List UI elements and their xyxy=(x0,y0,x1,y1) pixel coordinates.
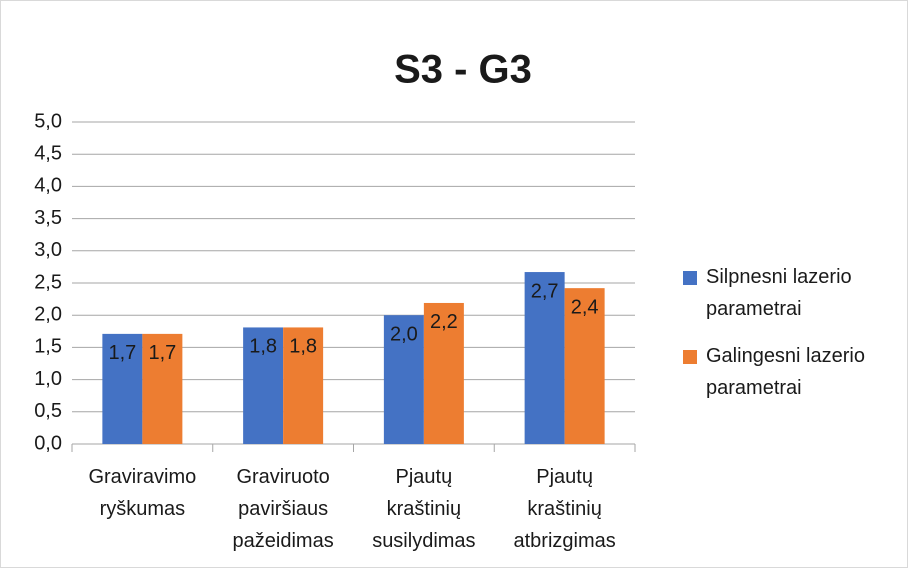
data-label: 2,0 xyxy=(390,323,418,345)
y-tick-label: 2,5 xyxy=(34,271,62,293)
data-label: 2,7 xyxy=(531,280,559,302)
y-tick-label: 3,5 xyxy=(34,207,62,229)
y-tick-label: 1,0 xyxy=(34,368,62,390)
data-label: 1,7 xyxy=(148,342,176,364)
x-tick-label: Graviruoto paviršiaus pažeidimas xyxy=(233,466,334,552)
legend-swatch xyxy=(683,271,697,285)
bar xyxy=(524,272,565,444)
y-tick-label: 0,5 xyxy=(34,400,62,422)
legend-label: Silpnesni lazerio parametrai xyxy=(706,266,852,320)
bar xyxy=(423,302,464,444)
bar xyxy=(142,333,183,444)
y-tick-label: 5,0 xyxy=(34,110,62,132)
data-label: 1,8 xyxy=(249,336,277,358)
y-tick-label: 3,0 xyxy=(34,239,62,261)
bar xyxy=(283,327,324,444)
bar xyxy=(383,315,424,444)
data-label: 1,7 xyxy=(108,342,136,364)
x-tick-label: Graviravimo ryškumas xyxy=(88,466,196,520)
data-label: 2,4 xyxy=(571,296,599,318)
bar xyxy=(243,327,284,444)
y-tick-label: 1,5 xyxy=(34,336,62,358)
bar xyxy=(564,288,605,444)
chart-title: S3 - G3 xyxy=(394,48,532,92)
y-tick-label: 4,0 xyxy=(34,175,62,197)
data-label: 1,8 xyxy=(289,336,317,358)
data-label: 2,2 xyxy=(430,311,458,333)
x-tick-label: Pjautų kraštinių susilydimas xyxy=(372,466,475,552)
y-tick-label: 4,5 xyxy=(34,142,62,164)
legend-label: Galingesni lazerio parametrai xyxy=(706,345,865,399)
y-tick-label: 2,0 xyxy=(34,303,62,325)
x-tick-label: Pjautų kraštinių atbrizgimas xyxy=(513,466,615,552)
legend-swatch xyxy=(683,350,697,364)
bar xyxy=(102,333,143,444)
y-tick-label: 0,0 xyxy=(34,432,62,454)
